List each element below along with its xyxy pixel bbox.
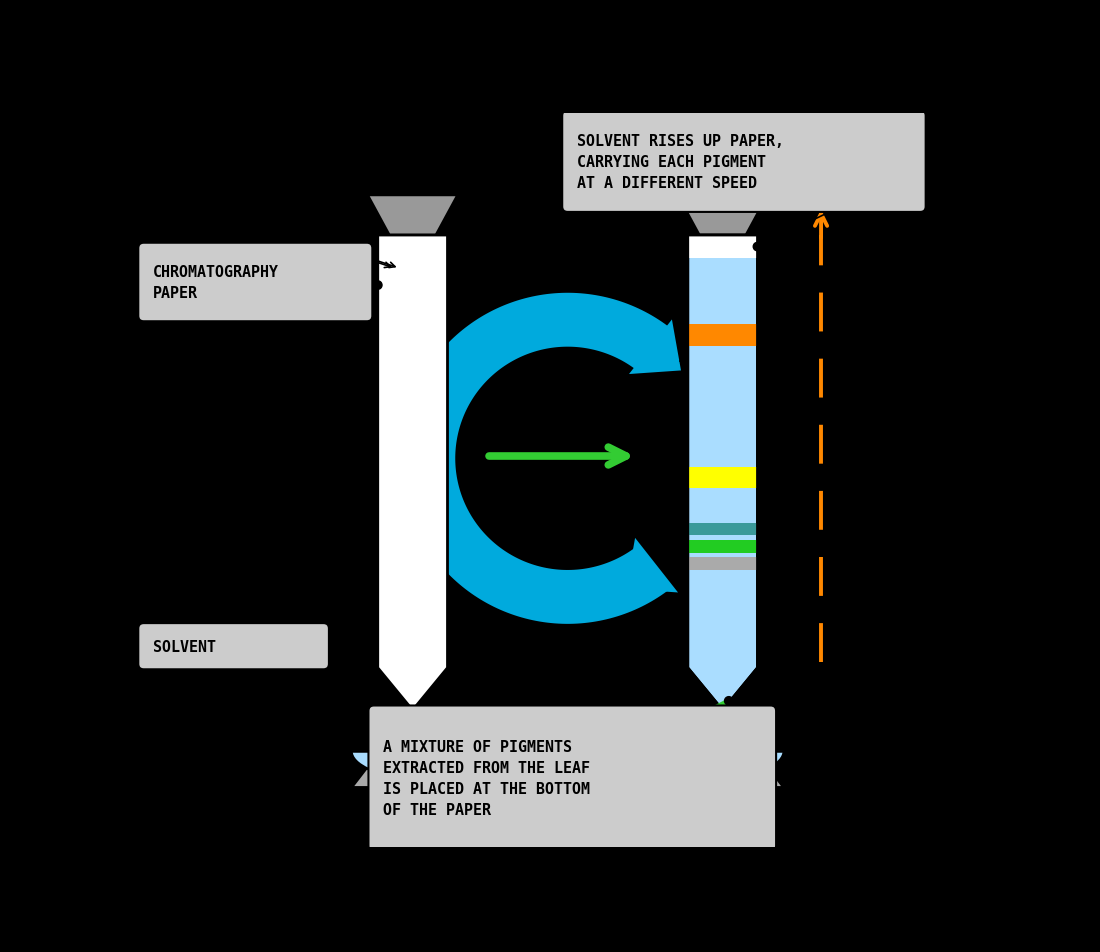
Circle shape [374, 282, 382, 290]
FancyBboxPatch shape [562, 111, 926, 212]
Polygon shape [688, 236, 758, 259]
Bar [688, 541, 758, 553]
FancyBboxPatch shape [368, 705, 777, 851]
FancyBboxPatch shape [139, 244, 372, 322]
Polygon shape [367, 196, 458, 236]
Polygon shape [352, 764, 473, 787]
Polygon shape [351, 751, 474, 777]
Circle shape [382, 701, 389, 709]
Polygon shape [688, 236, 758, 710]
Circle shape [754, 243, 762, 251]
Polygon shape [662, 764, 783, 787]
Polygon shape [629, 320, 681, 375]
Text: SOLVENT: SOLVENT [153, 639, 216, 654]
Polygon shape [626, 538, 678, 593]
Text: A MIXTURE OF PIGMENTS
EXTRACTED FROM THE LEAF
IS PLACED AT THE BOTTOM
OF THE PAP: A MIXTURE OF PIGMENTS EXTRACTED FROM THE… [383, 740, 591, 818]
Text: SOLVENT RISES UP PAPER,
CARRYING EACH PIGMENT
AT A DIFFERENT SPEED: SOLVENT RISES UP PAPER, CARRYING EACH PI… [576, 133, 784, 190]
Bar [688, 325, 758, 347]
Polygon shape [402, 293, 670, 625]
Bar [688, 467, 758, 488]
FancyBboxPatch shape [139, 624, 329, 669]
Polygon shape [661, 751, 784, 777]
Text: CHROMATOGRAPHY
PAPER: CHROMATOGRAPHY PAPER [153, 265, 279, 301]
Bar [688, 524, 758, 536]
Polygon shape [377, 236, 448, 710]
Polygon shape [678, 196, 768, 236]
Circle shape [725, 697, 733, 705]
Bar [688, 558, 758, 570]
